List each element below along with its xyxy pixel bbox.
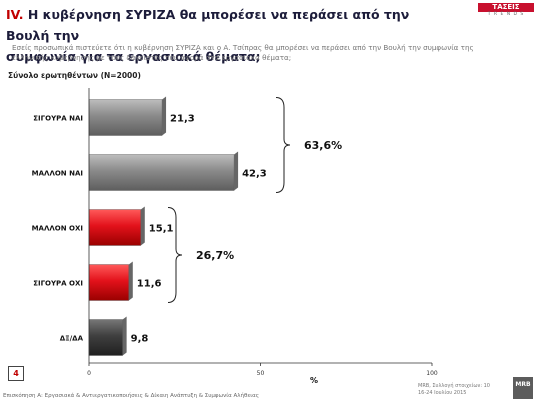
- chart-bars: ΣΙΓΟΥΡΑ ΝΑΙ 21,3 ΜΑΛΛΟΝ ΝΑΙ 42,3 ΜΑΛΛΟΝ ΟΧΙ 1…: [32, 96, 267, 356]
- x-tick-label: 0: [87, 370, 91, 377]
- tasis-logo: ΤΑΣΕΙΣ T R E N D S: [478, 3, 534, 19]
- bar-depth: [234, 151, 239, 191]
- page-number: 4: [8, 366, 24, 381]
- group-total-label: 26,7%: [196, 249, 234, 262]
- x-tick-label: 100: [426, 370, 438, 377]
- bar-depth: [140, 206, 145, 246]
- bar: [88, 99, 163, 136]
- logo-bar: [478, 3, 534, 12]
- sample-size-label: Σύνολο ερωτηθέντων (Ν=2000): [8, 71, 141, 80]
- group-total-label: 63,6%: [304, 139, 342, 152]
- footer-text: Επισκόπηση Α: Εργασιακά & Αντιεργατικοπο…: [3, 393, 260, 399]
- title-line-2: συμφωνία για τα εργασιακά θέματα;: [6, 49, 261, 64]
- bar-depth: [162, 96, 167, 136]
- question-line-1: Εσείς προσωπικά πιστεύετε ότι η κυβέρνησ…: [12, 43, 474, 52]
- source-note: MRB, Συλλογή στοιχείων: 10 16-24 Ιουλίου…: [418, 383, 490, 397]
- logo-subtitle: T R E N D S: [487, 12, 525, 17]
- section-number: IV.: [6, 7, 24, 22]
- page-title: IV. Η κυβέρνηση ΣΥΡΙΖΑ θα μπορέσει να πε…: [6, 4, 426, 67]
- value-label: 11,6: [137, 279, 162, 290]
- bar: [88, 154, 235, 191]
- value-label: 15,1: [149, 224, 174, 235]
- value-label: 9,8: [131, 334, 149, 345]
- question-line-2: ελληνικής κυβέρνησης με τους δανειστές π…: [12, 53, 292, 62]
- bar: [88, 264, 129, 301]
- title-line-1: Η κυβέρνηση ΣΥΡΙΖΑ θα μπορέσει να περάσε…: [6, 7, 410, 43]
- category-label: ΔΞ/ΔΑ: [60, 335, 84, 343]
- bar: [88, 319, 123, 356]
- category-label: ΜΑΛΛΟΝ ΟΧΙ: [32, 225, 83, 233]
- question-text: Εσείς προσωπικά πιστεύετε ότι η κυβέρνησ…: [12, 43, 517, 63]
- category-label: ΣΙΓΟΥΡΑ ΟΧΙ: [33, 280, 83, 288]
- category-label: ΣΙΓΟΥΡΑ ΝΑΙ: [33, 115, 83, 123]
- group-brace: [275, 97, 291, 193]
- value-label: 21,3: [170, 114, 195, 125]
- source-line-2: 16-24 Ιουλίου 2015: [418, 390, 467, 396]
- chart-axis: 0 50 100%: [87, 88, 438, 385]
- bar: [88, 209, 141, 246]
- value-label: 42,3: [242, 169, 267, 180]
- x-tick-label: 50: [257, 370, 265, 377]
- logo-name: ΤΑΣΕΙΣ: [492, 3, 520, 11]
- source-line-1: MRB, Συλλογή στοιχείων: 10: [418, 383, 490, 389]
- mrb-logo: MRB: [513, 377, 533, 399]
- chart-groups: 63,6% 26,7%: [167, 97, 342, 303]
- group-brace: [167, 207, 183, 303]
- bar-depth: [122, 316, 127, 356]
- x-axis-label: %: [310, 376, 318, 385]
- bar-depth: [128, 261, 133, 301]
- category-label: ΜΑΛΛΟΝ ΝΑΙ: [32, 170, 83, 178]
